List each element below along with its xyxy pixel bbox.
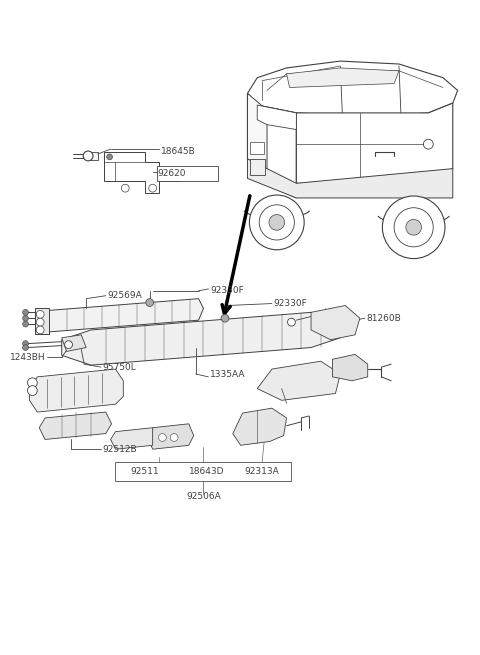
Text: 92330F: 92330F bbox=[210, 286, 244, 295]
Text: 1243BH: 1243BH bbox=[318, 310, 353, 320]
Polygon shape bbox=[156, 166, 218, 181]
Circle shape bbox=[423, 140, 433, 149]
Circle shape bbox=[288, 318, 295, 326]
Text: 92511: 92511 bbox=[130, 467, 159, 476]
Circle shape bbox=[158, 434, 167, 441]
Polygon shape bbox=[248, 94, 267, 174]
Polygon shape bbox=[251, 159, 265, 176]
Circle shape bbox=[269, 215, 285, 230]
Polygon shape bbox=[39, 412, 111, 440]
Polygon shape bbox=[333, 354, 368, 381]
Circle shape bbox=[170, 434, 178, 441]
Polygon shape bbox=[29, 369, 123, 412]
Polygon shape bbox=[248, 159, 453, 198]
Circle shape bbox=[406, 219, 421, 235]
Circle shape bbox=[149, 184, 156, 192]
Circle shape bbox=[23, 341, 28, 346]
Text: 92330F: 92330F bbox=[274, 299, 308, 308]
Polygon shape bbox=[104, 152, 179, 193]
Circle shape bbox=[221, 314, 229, 322]
Circle shape bbox=[23, 309, 28, 315]
Text: 1243BH: 1243BH bbox=[10, 353, 45, 362]
Polygon shape bbox=[296, 103, 453, 183]
Circle shape bbox=[107, 154, 112, 160]
Polygon shape bbox=[44, 299, 204, 332]
Text: 1335AA: 1335AA bbox=[210, 371, 246, 379]
Circle shape bbox=[83, 151, 93, 161]
Polygon shape bbox=[248, 94, 296, 198]
Circle shape bbox=[250, 195, 304, 250]
Circle shape bbox=[23, 321, 28, 327]
Polygon shape bbox=[116, 462, 291, 481]
Text: 18643D: 18643D bbox=[189, 467, 224, 476]
Text: 92569A: 92569A bbox=[108, 291, 143, 300]
Polygon shape bbox=[233, 408, 287, 445]
Circle shape bbox=[27, 378, 37, 388]
Polygon shape bbox=[88, 152, 98, 160]
Polygon shape bbox=[36, 309, 49, 334]
Circle shape bbox=[146, 299, 154, 307]
Text: 92313A: 92313A bbox=[244, 467, 279, 476]
Polygon shape bbox=[257, 105, 296, 130]
Text: 92620: 92620 bbox=[157, 169, 186, 178]
Circle shape bbox=[36, 310, 44, 318]
Text: 18645B: 18645B bbox=[161, 147, 196, 155]
Polygon shape bbox=[148, 424, 194, 449]
Circle shape bbox=[383, 196, 445, 259]
Circle shape bbox=[65, 341, 72, 348]
Circle shape bbox=[36, 326, 44, 334]
Polygon shape bbox=[257, 361, 340, 400]
Polygon shape bbox=[311, 305, 360, 340]
Text: 92506A: 92506A bbox=[186, 492, 221, 500]
Text: 95750L: 95750L bbox=[103, 363, 136, 371]
Text: 81260B: 81260B bbox=[367, 314, 401, 323]
Circle shape bbox=[27, 386, 37, 396]
Circle shape bbox=[121, 184, 129, 192]
Circle shape bbox=[23, 315, 28, 321]
Circle shape bbox=[23, 345, 28, 350]
Circle shape bbox=[259, 205, 294, 240]
Text: 92512B: 92512B bbox=[103, 445, 137, 454]
Polygon shape bbox=[62, 335, 86, 352]
Polygon shape bbox=[62, 312, 340, 365]
Polygon shape bbox=[287, 68, 399, 88]
Polygon shape bbox=[110, 428, 153, 449]
Polygon shape bbox=[248, 61, 457, 117]
Circle shape bbox=[36, 318, 44, 326]
Polygon shape bbox=[251, 142, 264, 154]
Circle shape bbox=[394, 208, 433, 247]
